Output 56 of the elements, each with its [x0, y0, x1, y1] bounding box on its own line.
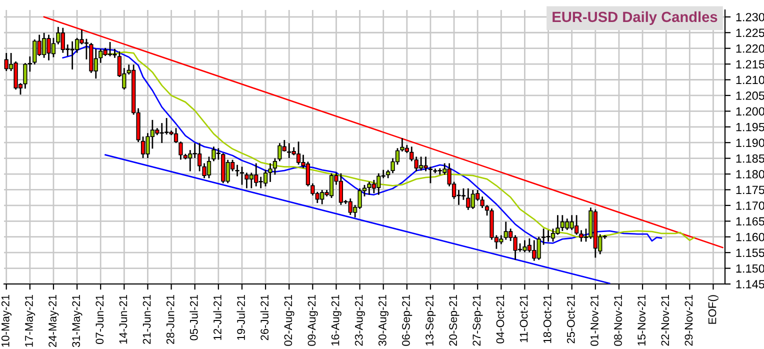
- candlestick: [240, 166, 244, 185]
- y-tick-label: 1.155: [736, 248, 764, 257]
- candlestick: [484, 205, 490, 216]
- y-tick-label: 1.210: [736, 76, 764, 84]
- y-tick-label: 1.230: [736, 12, 764, 22]
- x-tick-label: 10-May-21: [1, 294, 12, 347]
- y-tick-label: 1.170: [736, 201, 764, 210]
- x-tick-label: 24-May-21: [48, 294, 59, 347]
- x-tick-label: 31-May-21: [72, 294, 82, 348]
- x-tick-label: 04-Oct-21: [496, 294, 504, 344]
- x-tick-label: 22-Nov-21: [661, 294, 670, 346]
- x-tick-label: 18-Oct-21: [543, 294, 552, 343]
- x-tick-label: 07-Jun-21: [96, 294, 104, 344]
- x-tick-label: 14-Jun-21: [119, 294, 128, 344]
- x-tick-label: 06-Sep-21: [402, 294, 412, 346]
- x-tick-label: 26-Jul-21: [260, 294, 269, 340]
- candlestick: [235, 164, 240, 176]
- x-tick-label: 29-Nov-21: [684, 294, 693, 346]
- y-tick-label: 1.200: [736, 107, 764, 116]
- x-tick-label: 21-Jun-21: [142, 294, 151, 344]
- x-tick-label: 25-Oct-21: [566, 294, 575, 344]
- y-tick-label: 1.215: [736, 60, 764, 68]
- y-tick-label: 1.195: [736, 122, 764, 132]
- x-tick-label: 30-Aug-21: [378, 294, 389, 346]
- x-tick-label: 13-Sep-21: [426, 294, 436, 346]
- x-tick-label: 23-Aug-21: [354, 294, 365, 346]
- y-tick-label: 1.205: [736, 92, 764, 100]
- y-tick-label: 1.180: [736, 170, 764, 178]
- x-tick-label: 19-Jul-21: [236, 294, 245, 340]
- y-tick-label: 1.160: [736, 232, 764, 242]
- chart-title: EUR-USD Daily Candles: [552, 11, 718, 25]
- candlestick: [428, 166, 433, 184]
- y-tick-label: 1.150: [736, 264, 764, 273]
- x-tick-label: 08-Nov-21: [614, 294, 622, 346]
- y-tick-label: 1.225: [736, 28, 764, 38]
- x-tick-label: 28-Jun-21: [166, 294, 174, 344]
- x-tick-label: 09-Aug-21: [308, 294, 318, 346]
- y-tick-label: 1.220: [736, 44, 764, 53]
- x-tick-label: 11-Oct-21: [520, 294, 528, 342]
- x-tick-label: 17-May-21: [25, 294, 36, 347]
- x-tick-label: 01-Nov-21: [590, 294, 598, 346]
- x-tick-label: 20-Sep-21: [449, 294, 460, 346]
- x-tick-label: 02-Aug-21: [284, 294, 294, 346]
- x-tick-label: 27-Sep-21: [472, 294, 483, 346]
- candlestick: [272, 158, 278, 175]
- x-tick-label: 05-Jul-21: [190, 294, 198, 340]
- y-tick-label: 1.145: [736, 280, 764, 288]
- y-tick-label: 1.165: [736, 217, 764, 226]
- x-tick-label: 15-Nov-21: [638, 294, 646, 346]
- y-tick-label: 1.185: [736, 154, 764, 163]
- x-tick-label: 12-Jul-21: [213, 294, 222, 340]
- x-tick-label: EOF(): [708, 295, 718, 324]
- y-tick-label: 1.175: [736, 186, 764, 194]
- candlestick: [410, 146, 414, 162]
- y-tick-label: 1.190: [736, 138, 764, 147]
- x-tick-label: 16-Aug-21: [331, 294, 342, 346]
